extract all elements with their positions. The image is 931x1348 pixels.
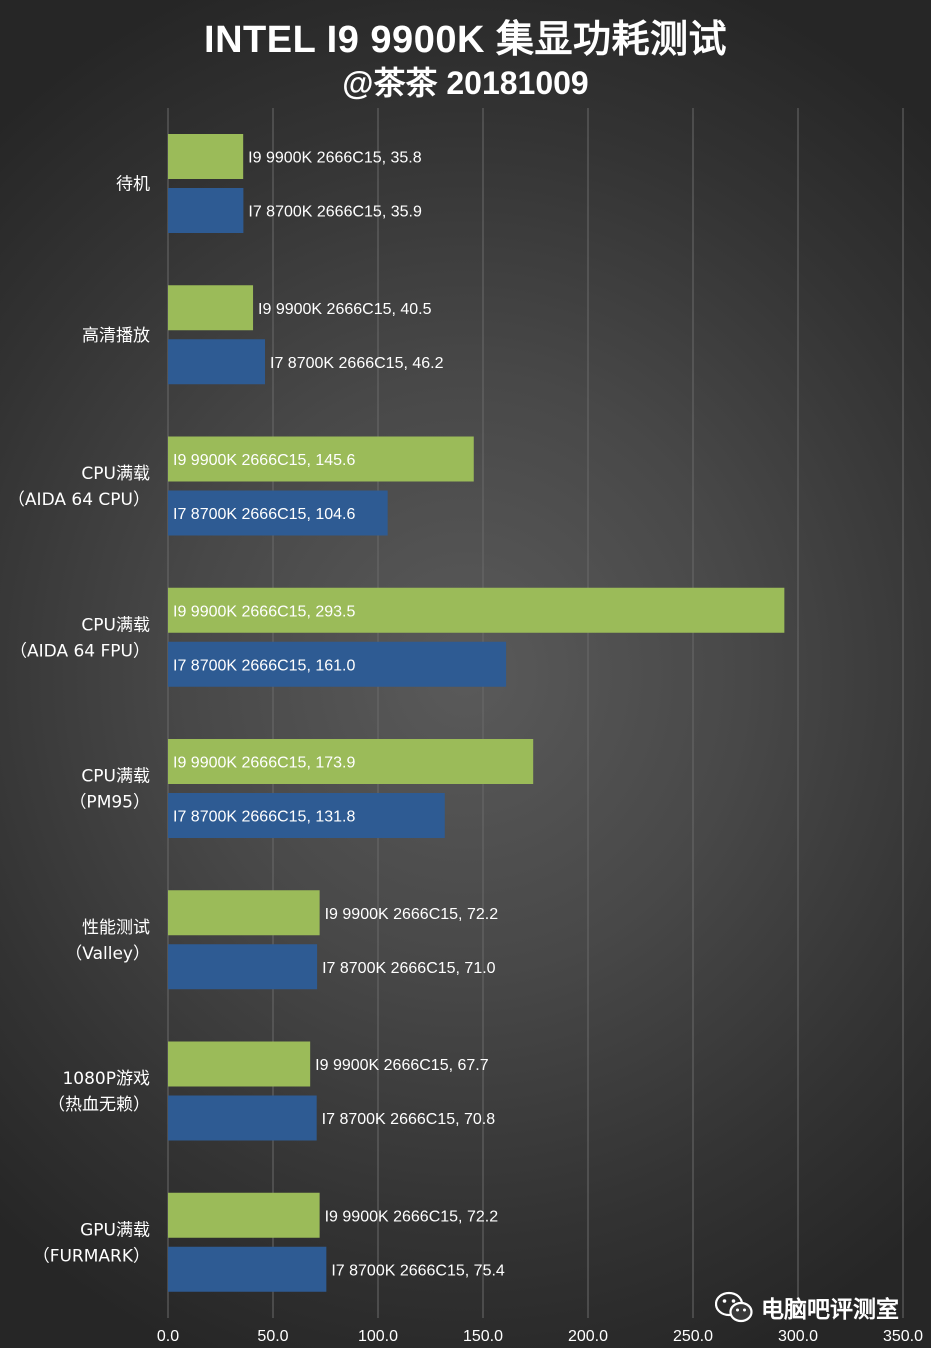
chart-subtitle: @茶茶 20181009	[342, 65, 589, 101]
data-label: I7 8700K 2666C15, 161.0	[173, 657, 355, 674]
category-label: 高清播放	[82, 326, 150, 346]
category-label: （Valley）	[65, 944, 150, 964]
bar	[168, 890, 320, 936]
category-label: GPU满载	[80, 1220, 150, 1240]
category-label: CPU满载	[81, 767, 150, 787]
category-label: （AIDA 64 CPU）	[8, 490, 150, 510]
data-label: I7 8700K 2666C15, 131.8	[173, 809, 355, 826]
x-tick-label: 150.0	[463, 1328, 503, 1345]
data-label: I7 8700K 2666C15, 71.0	[322, 960, 496, 977]
bar	[168, 188, 244, 233]
x-tick-label: 50.0	[257, 1328, 288, 1345]
category-label: （热血无赖）	[48, 1095, 150, 1115]
bar	[168, 641, 507, 687]
bar	[168, 1246, 327, 1292]
data-label: I9 9900K 2666C15, 35.8	[248, 150, 422, 167]
data-label: I7 8700K 2666C15, 70.8	[322, 1111, 496, 1128]
bar	[168, 944, 318, 990]
data-label: I9 9900K 2666C15, 72.2	[325, 906, 499, 923]
watermark-text: 电脑吧评测室	[761, 1297, 899, 1323]
category-label: （PM95）	[69, 793, 150, 813]
data-label: I9 9900K 2666C15, 40.5	[258, 301, 432, 318]
category-label: 1080P游戏	[62, 1069, 150, 1089]
x-tick-label: 0.0	[157, 1328, 179, 1345]
bar	[168, 739, 534, 784]
bar	[168, 1192, 320, 1238]
category-label: 待机	[116, 175, 150, 195]
data-label: I7 8700K 2666C15, 104.6	[173, 506, 355, 523]
bar	[168, 339, 266, 385]
data-label: I7 8700K 2666C15, 35.9	[248, 204, 422, 221]
data-label: I9 9900K 2666C15, 67.7	[315, 1057, 489, 1074]
category-label: CPU满载	[81, 615, 150, 635]
data-label: I7 8700K 2666C15, 46.2	[270, 355, 444, 372]
data-label: I9 9900K 2666C15, 173.9	[173, 755, 355, 772]
x-tick-label: 200.0	[568, 1328, 608, 1345]
chart-title: INTEL I9 9900K 集显功耗测试	[204, 19, 727, 61]
bar	[168, 793, 445, 838]
x-tick-label: 350.0	[883, 1328, 923, 1345]
data-label: I9 9900K 2666C15, 145.6	[173, 452, 355, 469]
data-label: I9 9900K 2666C15, 293.5	[173, 603, 355, 620]
bar	[168, 490, 388, 536]
bar	[168, 436, 474, 482]
watermark: 电脑吧评测室	[715, 1290, 899, 1324]
bar	[168, 587, 785, 633]
bar	[168, 285, 254, 331]
bar	[168, 1095, 317, 1141]
category-label: （FURMARK）	[33, 1246, 150, 1266]
category-label: （AIDA 64 FPU）	[10, 641, 150, 661]
x-tick-label: 100.0	[358, 1328, 398, 1345]
bar	[168, 1041, 311, 1087]
data-label: I7 8700K 2666C15, 75.4	[331, 1262, 505, 1279]
category-label: 性能测试	[82, 918, 150, 938]
x-tick-label: 300.0	[778, 1328, 818, 1345]
wechat-icon	[715, 1291, 753, 1323]
category-label: CPU满载	[81, 464, 150, 484]
x-tick-label: 250.0	[673, 1328, 713, 1345]
bar	[168, 134, 244, 179]
data-label: I9 9900K 2666C15, 72.2	[325, 1208, 499, 1225]
